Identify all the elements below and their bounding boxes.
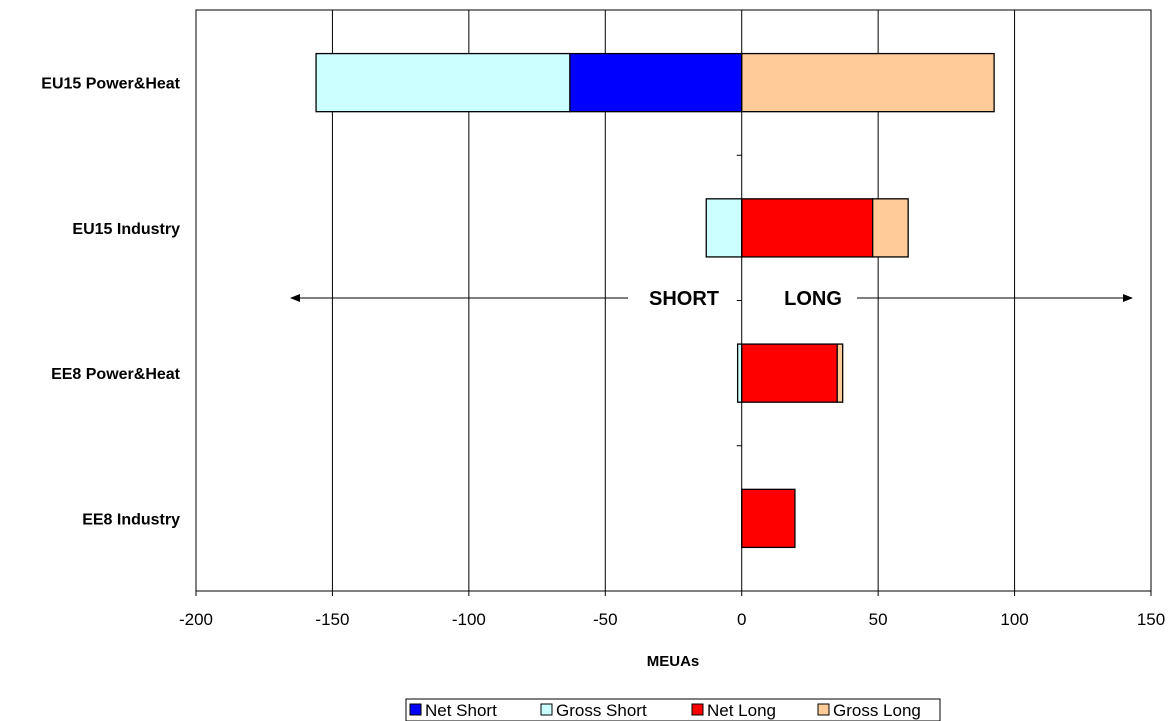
long-annotation: LONG (784, 288, 842, 310)
legend-box (405, 698, 941, 721)
x-axis: -200 -150 -100 -50 0 50 100 150 (179, 591, 1165, 629)
x-tick-label: -100 (452, 610, 486, 629)
legend-label: Net Long (707, 701, 776, 720)
plot-area-border (195, 9, 1152, 592)
x-tick-label: -200 (179, 610, 213, 629)
category-label: EU15 Power&Heat (41, 76, 180, 93)
category-label: EU15 Industry (72, 221, 180, 238)
bar-gross-long (872, 198, 909, 258)
category-label: EE8 Power&Heat (51, 366, 181, 383)
legend-swatch (817, 703, 830, 716)
category-axis: EU15 Power&Heat EU15 Industry EE8 Power&He… (41, 9, 743, 592)
legend-swatch (540, 703, 553, 716)
category-label: EE8 Industry (82, 511, 180, 528)
legend-label: Net Short (425, 701, 497, 720)
legend-label: Gross Long (833, 701, 921, 720)
bar-net-short (569, 52, 743, 113)
bar-gross-short (315, 52, 571, 113)
bar-net-long (741, 343, 838, 403)
x-tick-label: 100 (1000, 610, 1028, 629)
x-tick-label: 50 (869, 610, 888, 629)
legend-label: Gross Short (556, 701, 647, 720)
x-tick-label: -150 (315, 610, 349, 629)
legend-swatch (691, 703, 704, 716)
short-long-annotation: SHORT LONG (290, 288, 1133, 310)
bar-gross-long (741, 52, 995, 113)
legend-swatch (409, 703, 422, 716)
bar-gross-short (705, 198, 743, 258)
bar-net-long (741, 488, 796, 549)
short-annotation: SHORT (649, 288, 719, 310)
x-tick-label: 150 (1137, 610, 1165, 629)
x-tick-label: 0 (737, 610, 746, 629)
bar-net-long (741, 198, 874, 258)
x-axis-title: MEUAs (647, 653, 700, 670)
bar-gross-long (836, 343, 844, 403)
legend: Net Short Gross Short Net Long Gross Long (405, 698, 941, 721)
x-tick-label: -50 (593, 610, 618, 629)
